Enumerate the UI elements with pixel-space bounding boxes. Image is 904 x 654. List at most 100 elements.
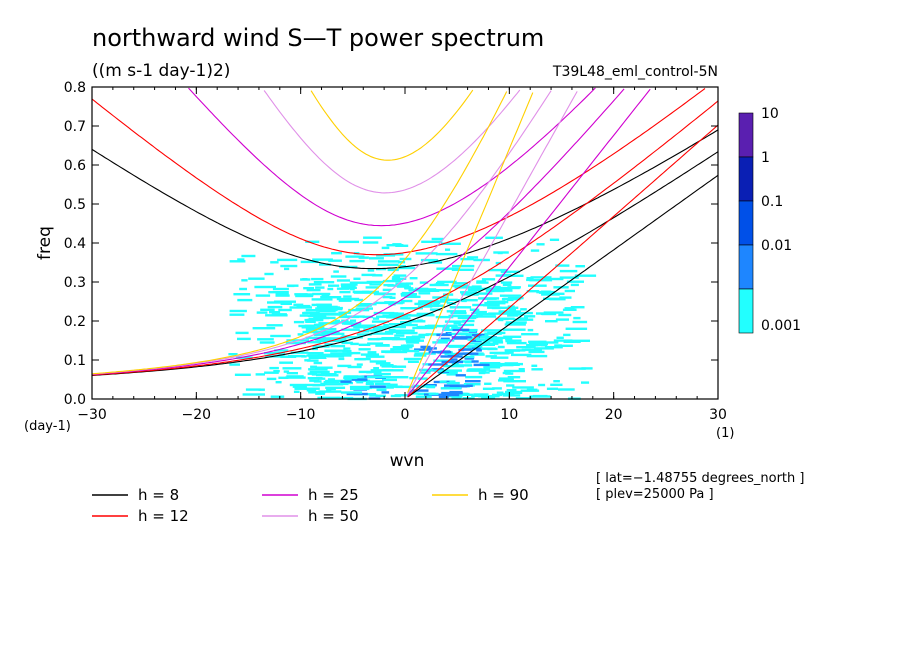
- heatmap-cell: [491, 306, 501, 310]
- heatmap-cell: [472, 310, 487, 314]
- heatmap-cell: [559, 276, 579, 279]
- heatmap-cell: [319, 263, 332, 266]
- heatmap-cell: [419, 368, 434, 372]
- heatmap-cell: [429, 308, 441, 311]
- heatmap-cell: [237, 337, 251, 341]
- heatmap-cell: [531, 368, 543, 371]
- heatmap-cell: [245, 388, 261, 391]
- legend-label: h = 12: [138, 507, 189, 525]
- heatmap-cell: [431, 237, 444, 241]
- heatmap-cell: [286, 372, 298, 375]
- x-tick-label: 0: [401, 407, 410, 423]
- heatmap-cell: [435, 315, 454, 319]
- heatmap-cell: [326, 305, 338, 309]
- y-unit-label: (day-1): [24, 419, 71, 434]
- heatmap-cell: [273, 370, 280, 373]
- heatmap-cell: [358, 330, 370, 333]
- heatmap-cell: [414, 352, 436, 355]
- heatmap-cell: [293, 303, 304, 306]
- heatmap-cell: [413, 354, 427, 357]
- heatmap-cell: [357, 357, 371, 361]
- heatmap-cell: [392, 365, 407, 368]
- heatmap-cell: [382, 279, 401, 283]
- heatmap-cell: [355, 379, 371, 383]
- heatmap-cell: [259, 341, 275, 344]
- heatmap-cell: [313, 380, 322, 383]
- heatmap-cell: [546, 387, 558, 390]
- heatmap-cell: [411, 392, 420, 395]
- heatmap-cell: [528, 350, 545, 354]
- heatmap-cell: [419, 281, 429, 284]
- heatmap-cell: [440, 299, 450, 302]
- heatmap-cell: [570, 283, 579, 287]
- heatmap-cell: [338, 240, 359, 244]
- heatmap-cell: [358, 370, 382, 374]
- heatmap-cell: [433, 359, 454, 362]
- heatmap-cell: [382, 295, 393, 299]
- heatmap-cell: [252, 327, 276, 330]
- heatmap-cell: [369, 257, 384, 260]
- heatmap-cell: [277, 258, 298, 262]
- heatmap-cell: [453, 395, 462, 398]
- heatmap-cell: [460, 257, 474, 261]
- heatmap-cell: [312, 258, 333, 261]
- heatmap-cell: [366, 280, 384, 284]
- y-tick-label: 0.7: [64, 119, 86, 135]
- heatmap-cell: [294, 387, 308, 390]
- heatmap-cell: [417, 377, 428, 380]
- heatmap-cell: [452, 282, 468, 285]
- heatmap-cell: [316, 339, 337, 343]
- heatmap-cell: [315, 286, 325, 289]
- heatmap-cell: [256, 311, 268, 314]
- heatmap-cell: [321, 294, 330, 298]
- heatmap-cell: [453, 322, 461, 325]
- heatmap-cell: [464, 361, 472, 364]
- heatmap-cell: [410, 320, 426, 323]
- heatmap-cell: [275, 292, 289, 296]
- heatmap-cell: [331, 252, 342, 255]
- heatmap-cell: [346, 351, 361, 355]
- heatmap-cell: [575, 265, 585, 268]
- heatmap-cell: [427, 363, 448, 366]
- heatmap-cell: [436, 282, 445, 285]
- heatmap-cell: [469, 308, 480, 311]
- heatmap-cell: [408, 314, 421, 317]
- heatmap-cell: [444, 298, 458, 302]
- heatmap-cell: [440, 387, 462, 390]
- heatmap-cell: [287, 354, 305, 358]
- heatmap-cell: [377, 263, 399, 266]
- heatmap-cell: [258, 388, 265, 391]
- heatmap-cell: [375, 301, 390, 305]
- heatmap-cell: [473, 393, 489, 396]
- y-tick-label: 0.5: [64, 197, 86, 213]
- heatmap-cell: [338, 382, 349, 386]
- colorbar-label: 1: [761, 150, 770, 166]
- heatmap-cell: [446, 381, 460, 385]
- heatmap-cell: [565, 327, 588, 330]
- heatmap-cell: [404, 295, 421, 298]
- heatmap-cell: [511, 353, 532, 357]
- heatmap-cell: [374, 382, 391, 386]
- heatmap-cell: [293, 390, 300, 393]
- heatmap-cell: [326, 313, 347, 316]
- heatmap-cell: [526, 290, 540, 293]
- heatmap-cell: [310, 365, 317, 368]
- heatmap-cell: [452, 264, 475, 268]
- heatmap-cell: [302, 330, 325, 334]
- heatmap-cell: [340, 283, 358, 286]
- colorbar: 10 1 0.1 0.01 0.001: [738, 106, 801, 334]
- heatmap-cell: [334, 370, 342, 374]
- heatmap-cell: [375, 394, 386, 397]
- heatmap-cell: [479, 362, 501, 365]
- heatmap-cell: [484, 382, 492, 385]
- heatmap-cell: [346, 392, 368, 396]
- heatmap-cell: [558, 388, 575, 391]
- heatmap-cell: [460, 333, 482, 336]
- heatmap-cell: [324, 343, 333, 346]
- heatmap-cell: [305, 240, 320, 243]
- heatmap-cell: [566, 280, 584, 283]
- heatmap-cell: [343, 295, 352, 298]
- heatmap-cell: [530, 276, 552, 279]
- heatmap-cell: [279, 361, 293, 364]
- heatmap-cell: [356, 304, 372, 307]
